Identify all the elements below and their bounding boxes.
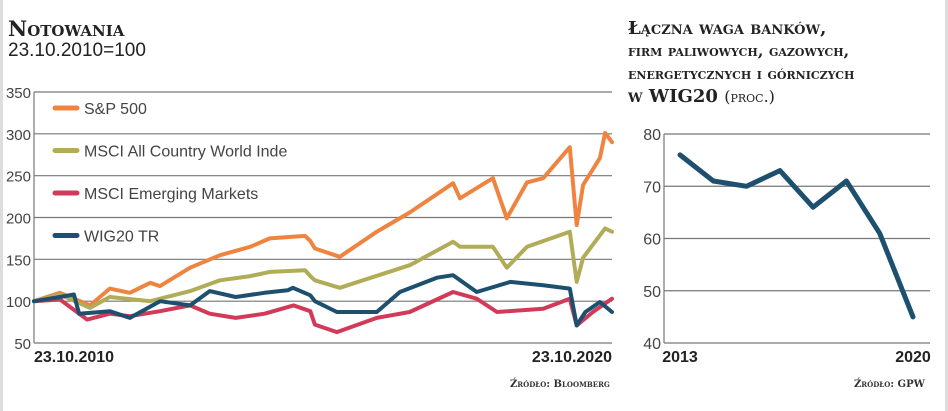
page-edge-right <box>945 0 948 411</box>
x-tick-label: 2013 <box>662 349 698 366</box>
legend-label: WIG20 TR <box>84 229 159 246</box>
right-chart-source: Źródło: GPW <box>854 379 925 390</box>
y-tick-label: 250 <box>6 169 31 186</box>
series-line-wig20-tr <box>32 273 614 328</box>
y-tick-label: 70 <box>643 179 661 196</box>
y-tick-label: 40 <box>643 336 661 353</box>
legend-label: MSCI Emerging Markets <box>84 186 258 203</box>
x-tick-label: 23.10.2010 <box>34 349 114 366</box>
y-tick-label: 50 <box>643 284 661 301</box>
left-chart-source: Źródło: Bloomberg <box>510 379 610 390</box>
legend-label: S&P 500 <box>84 101 147 118</box>
x-tick-label: 2020 <box>895 349 931 366</box>
y-tick-label: 80 <box>643 127 661 144</box>
right-title-main: w WIG20 <box>628 86 718 107</box>
right-title-line-1: Łączna waga banków, <box>628 18 827 39</box>
right-title-line-2: firm paliwowych, gazowych, <box>628 41 850 60</box>
right-title-suffix: (proc.) <box>724 87 775 106</box>
chart-0 <box>32 91 614 344</box>
y-tick-label: 200 <box>6 211 31 228</box>
legend-label: MSCI All Country World Inde <box>84 144 287 161</box>
page-edge-left <box>0 0 3 411</box>
y-tick-label: 50 <box>14 336 31 353</box>
y-tick-label: 350 <box>6 85 31 102</box>
left-chart-subtitle: 23.10.2010=100 <box>8 40 146 61</box>
y-tick-label: 60 <box>643 232 661 249</box>
y-tick-label: 150 <box>6 252 31 269</box>
series-line-msci-all-country-world-inde <box>32 226 614 310</box>
left-chart-title: Notowania <box>8 16 125 41</box>
chart-1 <box>663 133 930 344</box>
y-tick-label: 300 <box>6 127 31 144</box>
right-title-line-4: w WIG20 (proc.) <box>628 86 775 107</box>
right-title-line-3: energetycznych i górniczych <box>628 64 855 83</box>
x-tick-label: 23.10.2020 <box>532 349 612 366</box>
y-tick-label: 100 <box>6 294 31 311</box>
series-line-s-p-500 <box>32 131 614 308</box>
series-line--czna-waga <box>677 152 916 320</box>
